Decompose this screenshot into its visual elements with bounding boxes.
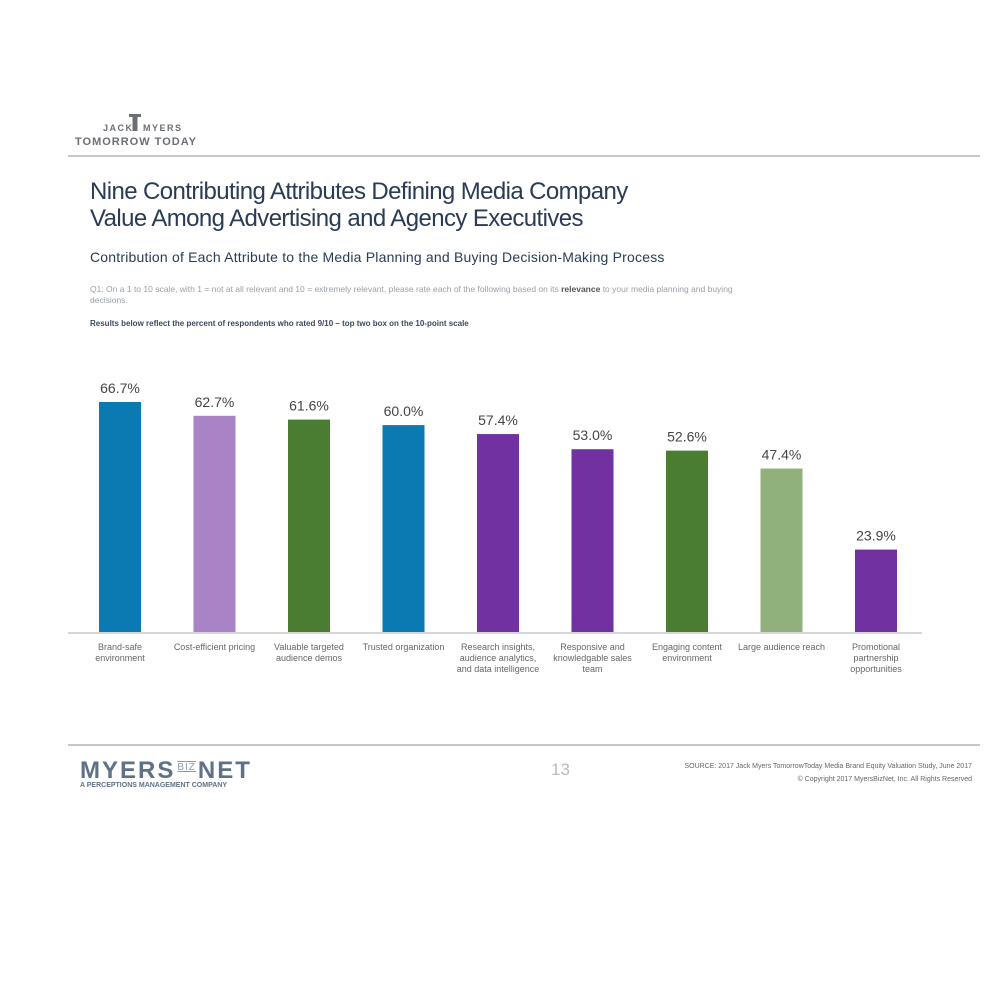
footer-divider (68, 744, 980, 746)
category-label: Responsive and knowledgable sales team (553, 642, 632, 674)
source-text: SOURCE: 2017 Jack Myers TomorrowToday Me… (684, 763, 972, 770)
data-label: 52.6% (667, 429, 707, 445)
category-label: Promotional partnership opportunities (850, 642, 902, 674)
category-label: Brand-safe environment (95, 642, 145, 663)
myersbiznet-logo: MYERS BIZNET A PERCEPTIONS MANAGEMENT COM… (80, 757, 252, 789)
logo-text-myers: MYERS (80, 757, 176, 784)
data-label: 53.0% (573, 427, 613, 443)
source-note: SOURCE: 2017 Jack Myers TomorrowToday Me… (684, 760, 972, 786)
question-text-end: to your media planning and buying decisi… (90, 284, 733, 305)
slide-title: Nine Contributing Attributes Defining Me… (90, 178, 628, 232)
copyright-text: © Copyright 2017 MyersBizNet, Inc. All R… (797, 776, 972, 783)
question-text: Q1: On a 1 to 10 scale, with 1 = not at … (90, 284, 562, 294)
category-label: Trusted organization (362, 642, 445, 652)
results-note: Results below reflect the percent of res… (90, 319, 469, 328)
category-label: Engaging content environment (651, 642, 723, 663)
bar (382, 425, 425, 632)
data-label: 47.4% (762, 447, 802, 463)
data-label: 60.0% (384, 403, 424, 419)
bar (571, 449, 614, 632)
category-label: Large audience reach (737, 642, 826, 652)
logo-t-icon (129, 114, 141, 131)
bar (193, 415, 236, 632)
logo-text-net: NET (197, 757, 252, 784)
logo-text-tomorrow-today: TOMORROW TODAY (75, 136, 197, 148)
logo-text-myers: MYERS (143, 123, 183, 133)
title-line-1: Nine Contributing Attributes Defining Me… (90, 178, 628, 205)
logo-text-jack: JACK (103, 123, 134, 133)
category-label: Valuable targeted audience demos (274, 642, 344, 663)
bar (666, 450, 708, 632)
header-divider (68, 155, 980, 157)
title-line-2: Value Among Advertising and Agency Execu… (90, 205, 583, 232)
data-label: 66.7% (100, 380, 140, 396)
bar (855, 549, 897, 632)
bar (288, 419, 330, 632)
data-label: 61.6% (289, 398, 329, 414)
data-label: 57.4% (478, 412, 518, 428)
question-emphasis: relevance (561, 284, 601, 294)
logo-tagline: A PERCEPTIONS MANAGEMENT COMPANY (80, 782, 228, 789)
data-label: 62.7% (195, 394, 235, 410)
category-label: Research insights, audience analytics, a… (456, 642, 540, 674)
data-label: 23.9% (856, 528, 896, 544)
category-label: Cost-efficient pricing (173, 642, 256, 652)
page-number: 13 (551, 760, 570, 779)
slide-subtitle: Contribution of Each Attribute to the Me… (90, 249, 665, 265)
bar (760, 468, 803, 632)
bar (99, 402, 141, 632)
logo-text-biz: BIZ (177, 762, 196, 773)
survey-question: Q1: On a 1 to 10 scale, with 1 = not at … (90, 284, 750, 306)
bar (477, 434, 519, 632)
